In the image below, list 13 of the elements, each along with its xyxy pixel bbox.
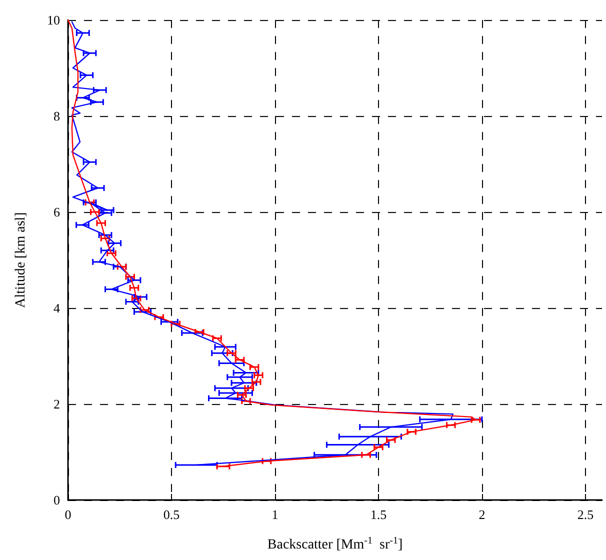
y-tick-label: 8 [54,108,60,124]
x-tick-label: 0 [64,507,72,522]
x-tick-label: 0.5 [163,507,180,522]
y-axis-title: Altitude [km asl] [14,212,28,308]
y-tick-label: 0 [54,492,60,508]
x-tick-label: 2 [478,507,486,522]
y-tick-label: 6 [54,204,60,220]
x-tick-label: 1.5 [370,507,387,522]
x-tick-label: 2.5 [577,507,594,522]
x-tick-label: 1 [272,507,278,522]
y-tick-label: 2 [54,396,60,412]
y-tick-label: 10 [47,12,60,28]
y-tick-label: 4 [54,300,60,316]
